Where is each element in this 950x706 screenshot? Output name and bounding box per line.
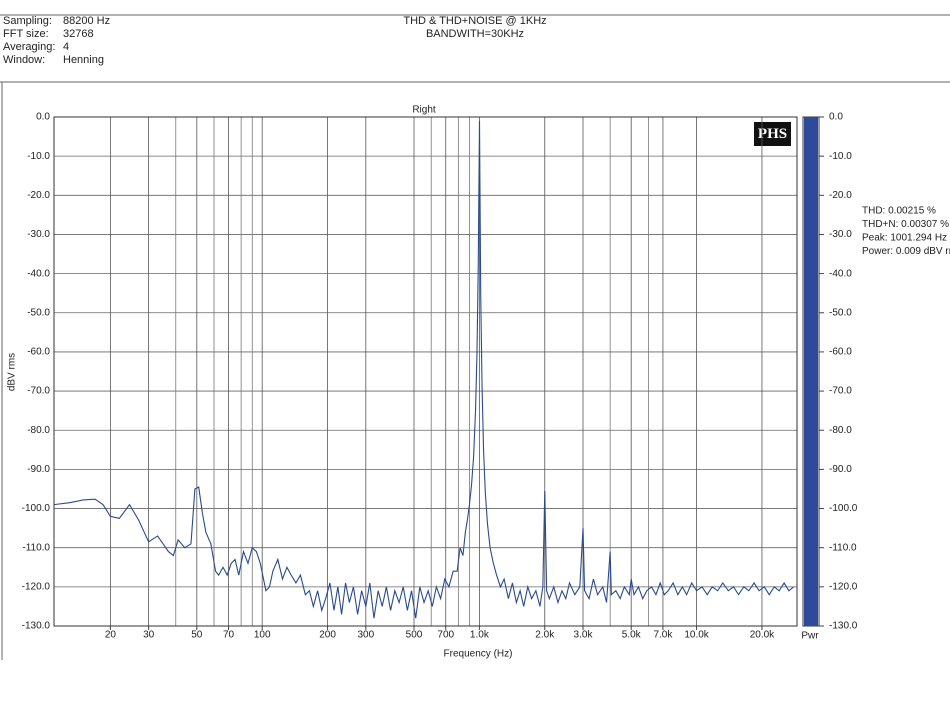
page-subtitle: BANDWITH=30KHz [426, 28, 524, 40]
info-value: 88200 Hz [63, 15, 110, 27]
meter-label: Pwr [801, 631, 819, 642]
y-tick-label: -130.0 [22, 621, 51, 632]
y-axis-label: dBV rms [7, 353, 18, 391]
spectrum-line [53, 120, 795, 619]
meter-tick-label: -110.0 [829, 542, 857, 553]
meter-tick-label: -30.0 [829, 229, 852, 240]
x-tick-label: 200 [319, 630, 336, 641]
info-label: FFT size: [3, 28, 49, 40]
meter-tick-label: -100.0 [829, 503, 858, 514]
y-tick-label: -120.0 [22, 581, 51, 592]
chart-title: Right [412, 105, 436, 116]
info-value: 32768 [63, 28, 94, 40]
x-tick-label: 7.0k [653, 630, 673, 641]
page-title: THD & THD+NOISE @ 1KHz [403, 15, 546, 27]
x-tick-label: 700 [437, 630, 454, 641]
stat-text: THD: 0.00215 % [862, 206, 936, 217]
x-tick-label: 1.0k [470, 630, 490, 641]
y-tick-label: 0.0 [36, 112, 50, 123]
y-tick-label: -100.0 [22, 503, 51, 514]
meter-tick-label: -90.0 [829, 464, 852, 475]
meter-tick-label: -70.0 [829, 386, 852, 397]
y-tick-label: -70.0 [27, 386, 50, 397]
y-tick-label: -60.0 [27, 347, 50, 358]
info-value: Henning [63, 54, 104, 66]
x-tick-label: 20 [105, 630, 117, 641]
meter-tick-label: -10.0 [829, 151, 852, 162]
meter-tick-label: -20.0 [829, 190, 852, 201]
x-tick-label: 300 [357, 630, 374, 641]
meter-tick-label: -40.0 [829, 268, 852, 279]
logo-box [754, 122, 791, 146]
info-label: Averaging: [3, 41, 55, 53]
y-tick-label: -110.0 [22, 542, 50, 553]
y-tick-label: -30.0 [27, 229, 50, 240]
stat-text: Power: 0.009 dBV rms [862, 246, 950, 257]
x-tick-label: 30 [143, 630, 155, 641]
meter-bar [804, 117, 818, 626]
x-tick-label: 70 [223, 630, 235, 641]
stat-text: Peak: 1001.294 Hz [862, 233, 947, 244]
meter-tick-label: -80.0 [829, 425, 852, 436]
meter-tick-label: -60.0 [829, 347, 852, 358]
y-tick-label: -50.0 [27, 307, 50, 318]
x-tick-label: 10.0k [684, 630, 709, 641]
plot-frame [53, 116, 798, 627]
x-tick-label: 5.0k [622, 630, 642, 641]
meter-tick-label: -120.0 [829, 581, 858, 592]
x-tick-label: 3.0k [574, 630, 594, 641]
info-label: Sampling: [3, 15, 52, 27]
meter-tick-label: -130.0 [829, 621, 858, 632]
y-tick-label: -90.0 [27, 464, 50, 475]
meter-tick-label: 0.0 [829, 112, 843, 123]
meter-tick-label: -50.0 [829, 307, 852, 318]
x-tick-label: 20.0k [750, 630, 775, 641]
logo: PHS [758, 126, 787, 142]
x-axis-label: Frequency (Hz) [444, 649, 513, 660]
x-tick-label: 50 [191, 630, 203, 641]
y-tick-label: -80.0 [27, 425, 50, 436]
y-tick-label: -40.0 [27, 268, 50, 279]
info-label: Window: [3, 54, 45, 66]
y-tick-label: -20.0 [27, 190, 50, 201]
x-tick-label: 2.0k [535, 630, 555, 641]
x-tick-label: 500 [406, 630, 423, 641]
y-tick-label: -10.0 [27, 151, 50, 162]
x-tick-label: 100 [254, 630, 271, 641]
info-value: 4 [63, 41, 69, 53]
stat-text: THD+N: 0.00307 % [862, 219, 949, 230]
